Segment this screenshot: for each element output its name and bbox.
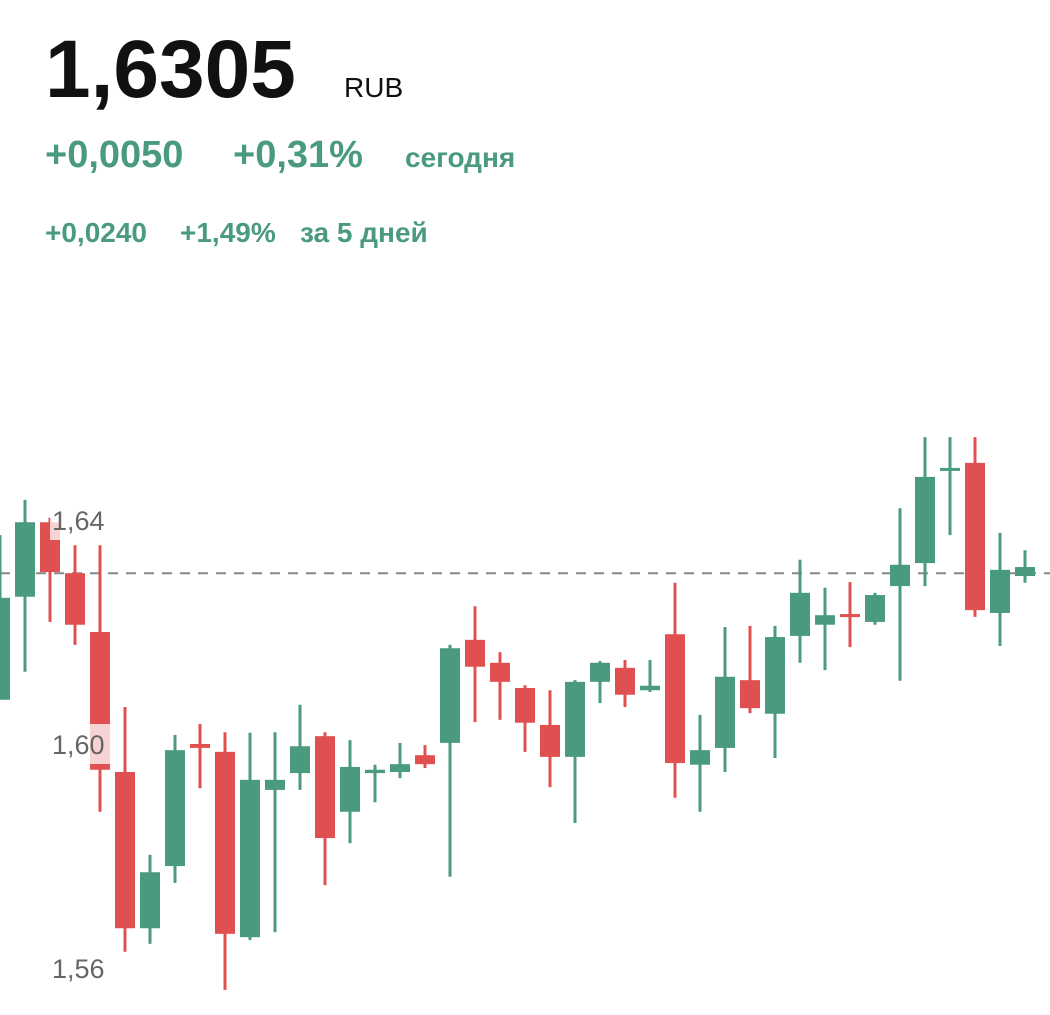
candle-body <box>765 637 785 714</box>
candle-body <box>115 772 135 929</box>
candle-body <box>815 615 835 625</box>
candle-body <box>865 595 885 622</box>
candle-body <box>490 662 510 682</box>
candle-body <box>915 476 935 564</box>
candle-body <box>715 676 735 748</box>
candle-body <box>390 764 410 772</box>
y-tick-label: 1,60 <box>52 730 105 760</box>
y-tick-label: 1,56 <box>52 954 105 984</box>
candle-body <box>140 872 160 929</box>
period-5d: за 5 дней <box>300 217 428 248</box>
period-today: сегодня <box>405 142 515 173</box>
y-tick-mark <box>50 724 114 764</box>
price: 1,6305 <box>45 24 296 115</box>
candle-body <box>265 779 285 790</box>
candle-body <box>365 769 385 774</box>
candle-body <box>15 522 35 597</box>
candle-body <box>465 639 485 667</box>
candle-body <box>965 462 985 611</box>
percent-today: +0,31% <box>233 134 363 176</box>
candle-body <box>415 755 435 765</box>
candle-body <box>890 564 910 587</box>
candle-body <box>990 569 1010 613</box>
change-today: +0,0050 <box>45 134 183 176</box>
currency: RUB <box>344 72 403 103</box>
candle-body <box>565 681 585 757</box>
candle-body <box>665 634 685 764</box>
candle-body <box>340 766 360 812</box>
candle-body <box>190 744 210 748</box>
candle-body <box>440 648 460 743</box>
y-tick-mark <box>50 500 114 540</box>
candle-body <box>690 750 710 765</box>
candle-body <box>1015 567 1035 576</box>
candle-body <box>840 614 860 618</box>
candlestick-chart: 1,64 1,60 1,56 <box>0 437 1050 990</box>
candle-body <box>940 467 960 471</box>
y-tick-mark <box>50 948 114 988</box>
candle-body <box>790 592 810 636</box>
candle-body <box>615 667 635 695</box>
change-5d: +0,0240 <box>45 217 147 248</box>
y-tick-label: 1,64 <box>52 506 105 536</box>
candle-body <box>240 779 260 938</box>
candle-body <box>65 573 85 625</box>
candle-body <box>640 685 660 691</box>
candle-body <box>215 751 235 934</box>
percent-5d: +1,49% <box>180 217 276 248</box>
candle-body <box>590 662 610 682</box>
candle-body <box>540 724 560 757</box>
candle-body <box>315 736 335 839</box>
candle-body <box>290 746 310 774</box>
candle-body <box>0 597 10 700</box>
candle-body <box>165 750 185 867</box>
candle-body <box>515 688 535 723</box>
candle-body <box>740 680 760 709</box>
